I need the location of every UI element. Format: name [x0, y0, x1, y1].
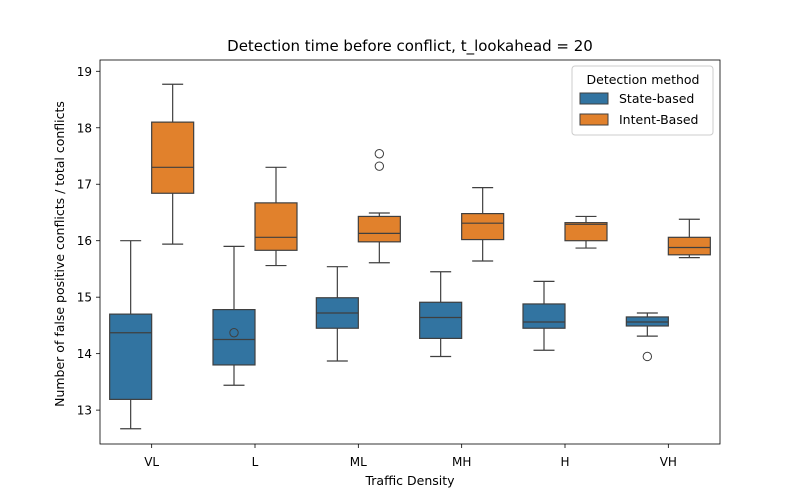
outlier-point	[374, 149, 385, 159]
box	[461, 213, 505, 241]
box	[357, 215, 401, 243]
y-axis-label: Number of false positive conflicts / tot…	[52, 101, 67, 407]
box-group	[109, 240, 153, 430]
x-tick-label: H	[560, 455, 569, 469]
legend-swatch-state-based	[579, 92, 609, 105]
x-tick-label: L	[252, 455, 259, 469]
box	[667, 236, 711, 256]
legend-swatch-intent-based	[579, 113, 609, 126]
legend-title: Detection method	[587, 72, 700, 87]
box-group	[564, 215, 608, 249]
box-group	[461, 187, 505, 262]
outlier-point	[642, 351, 653, 362]
x-tick-label: MH	[452, 455, 471, 469]
y-tick-label: 19	[77, 65, 92, 79]
y-axis: 13 14 15 16 17 18 19	[77, 65, 100, 418]
box-group	[522, 280, 566, 351]
x-tick-label: VH	[660, 455, 677, 469]
y-tick-label: 14	[77, 347, 92, 361]
outlier-point	[229, 328, 239, 338]
x-tick-label: VL	[144, 455, 159, 469]
plot-area	[109, 83, 711, 430]
box-group	[419, 271, 463, 358]
box	[522, 303, 566, 329]
legend-label-state-based: State-based	[619, 91, 694, 106]
box-group	[625, 312, 669, 362]
y-tick-label: 18	[77, 121, 92, 135]
outlier-point	[374, 161, 385, 171]
x-tick-label: ML	[350, 455, 367, 469]
y-tick-label: 15	[77, 291, 92, 305]
y-tick-label: 16	[77, 234, 92, 248]
y-tick-label: 13	[77, 404, 92, 418]
legend-label-intent-based: Intent-Based	[619, 112, 698, 127]
box-group	[212, 245, 256, 386]
box-group	[254, 166, 298, 267]
box-group	[151, 83, 195, 245]
box	[151, 121, 195, 194]
box-group	[315, 266, 359, 362]
legend: Detection method State-based Intent-Base…	[571, 65, 714, 136]
box-group	[357, 149, 401, 264]
box	[109, 313, 153, 400]
box	[419, 301, 463, 339]
box	[564, 222, 608, 242]
y-tick-label: 17	[77, 178, 92, 192]
axes-frame	[99, 59, 721, 445]
x-axis-label: Traffic Density	[364, 473, 455, 488]
box-group	[667, 218, 711, 259]
x-axis: VL L ML MH H VH	[144, 444, 677, 469]
chart-title: Detection time before conflict, t_lookah…	[227, 37, 593, 56]
box	[254, 202, 298, 251]
